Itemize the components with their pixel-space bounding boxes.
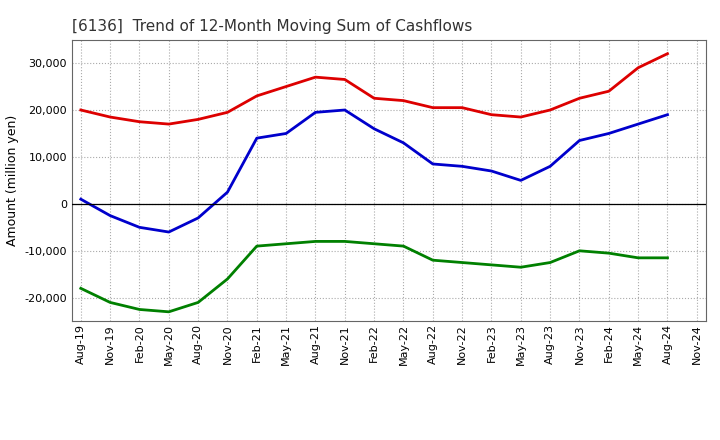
Operating Cashflow [605,88,613,94]
Investing Cashflow [282,241,290,246]
Free Cashflow [634,121,642,127]
Operating Cashflow [487,112,496,117]
Operating Cashflow [164,121,173,127]
Operating Cashflow [223,110,232,115]
Free Cashflow [253,136,261,141]
Investing Cashflow [399,243,408,249]
Investing Cashflow [341,239,349,244]
Investing Cashflow [194,300,202,305]
Free Cashflow [605,131,613,136]
Investing Cashflow [76,286,85,291]
Operating Cashflow [575,95,584,101]
Operating Cashflow [253,93,261,99]
Investing Cashflow [164,309,173,315]
Investing Cashflow [546,260,554,265]
Investing Cashflow [370,241,379,246]
Investing Cashflow [458,260,467,265]
Investing Cashflow [663,255,672,260]
Investing Cashflow [106,300,114,305]
Investing Cashflow [487,262,496,268]
Free Cashflow [399,140,408,146]
Investing Cashflow [634,255,642,260]
Text: [6136]  Trend of 12-Month Moving Sum of Cashflows: [6136] Trend of 12-Month Moving Sum of C… [72,19,472,34]
Free Cashflow [164,229,173,235]
Operating Cashflow [663,51,672,56]
Free Cashflow [135,225,144,230]
Free Cashflow [487,169,496,174]
Operating Cashflow [516,114,525,120]
Free Cashflow [516,178,525,183]
Free Cashflow [76,197,85,202]
Operating Cashflow [76,107,85,113]
Investing Cashflow [605,250,613,256]
Free Cashflow [428,161,437,167]
Free Cashflow [546,164,554,169]
Operating Cashflow [194,117,202,122]
Operating Cashflow [399,98,408,103]
Operating Cashflow [370,95,379,101]
Free Cashflow [311,110,320,115]
Investing Cashflow [516,264,525,270]
Investing Cashflow [428,257,437,263]
Free Cashflow [106,213,114,218]
Free Cashflow [194,215,202,220]
Free Cashflow [223,190,232,195]
Free Cashflow [458,164,467,169]
Investing Cashflow [253,243,261,249]
Operating Cashflow [634,65,642,70]
Free Cashflow [663,112,672,117]
Operating Cashflow [311,74,320,80]
Investing Cashflow [575,248,584,253]
Free Cashflow [575,138,584,143]
Operating Cashflow [458,105,467,110]
Investing Cashflow [311,239,320,244]
Line: Investing Cashflow: Investing Cashflow [81,242,667,312]
Operating Cashflow [546,107,554,113]
Operating Cashflow [106,114,114,120]
Free Cashflow [341,107,349,113]
Investing Cashflow [223,276,232,282]
Operating Cashflow [282,84,290,89]
Free Cashflow [370,126,379,132]
Line: Operating Cashflow: Operating Cashflow [81,54,667,124]
Line: Free Cashflow: Free Cashflow [81,110,667,232]
Operating Cashflow [135,119,144,125]
Investing Cashflow [135,307,144,312]
Y-axis label: Amount (million yen): Amount (million yen) [6,115,19,246]
Operating Cashflow [428,105,437,110]
Free Cashflow [282,131,290,136]
Operating Cashflow [341,77,349,82]
